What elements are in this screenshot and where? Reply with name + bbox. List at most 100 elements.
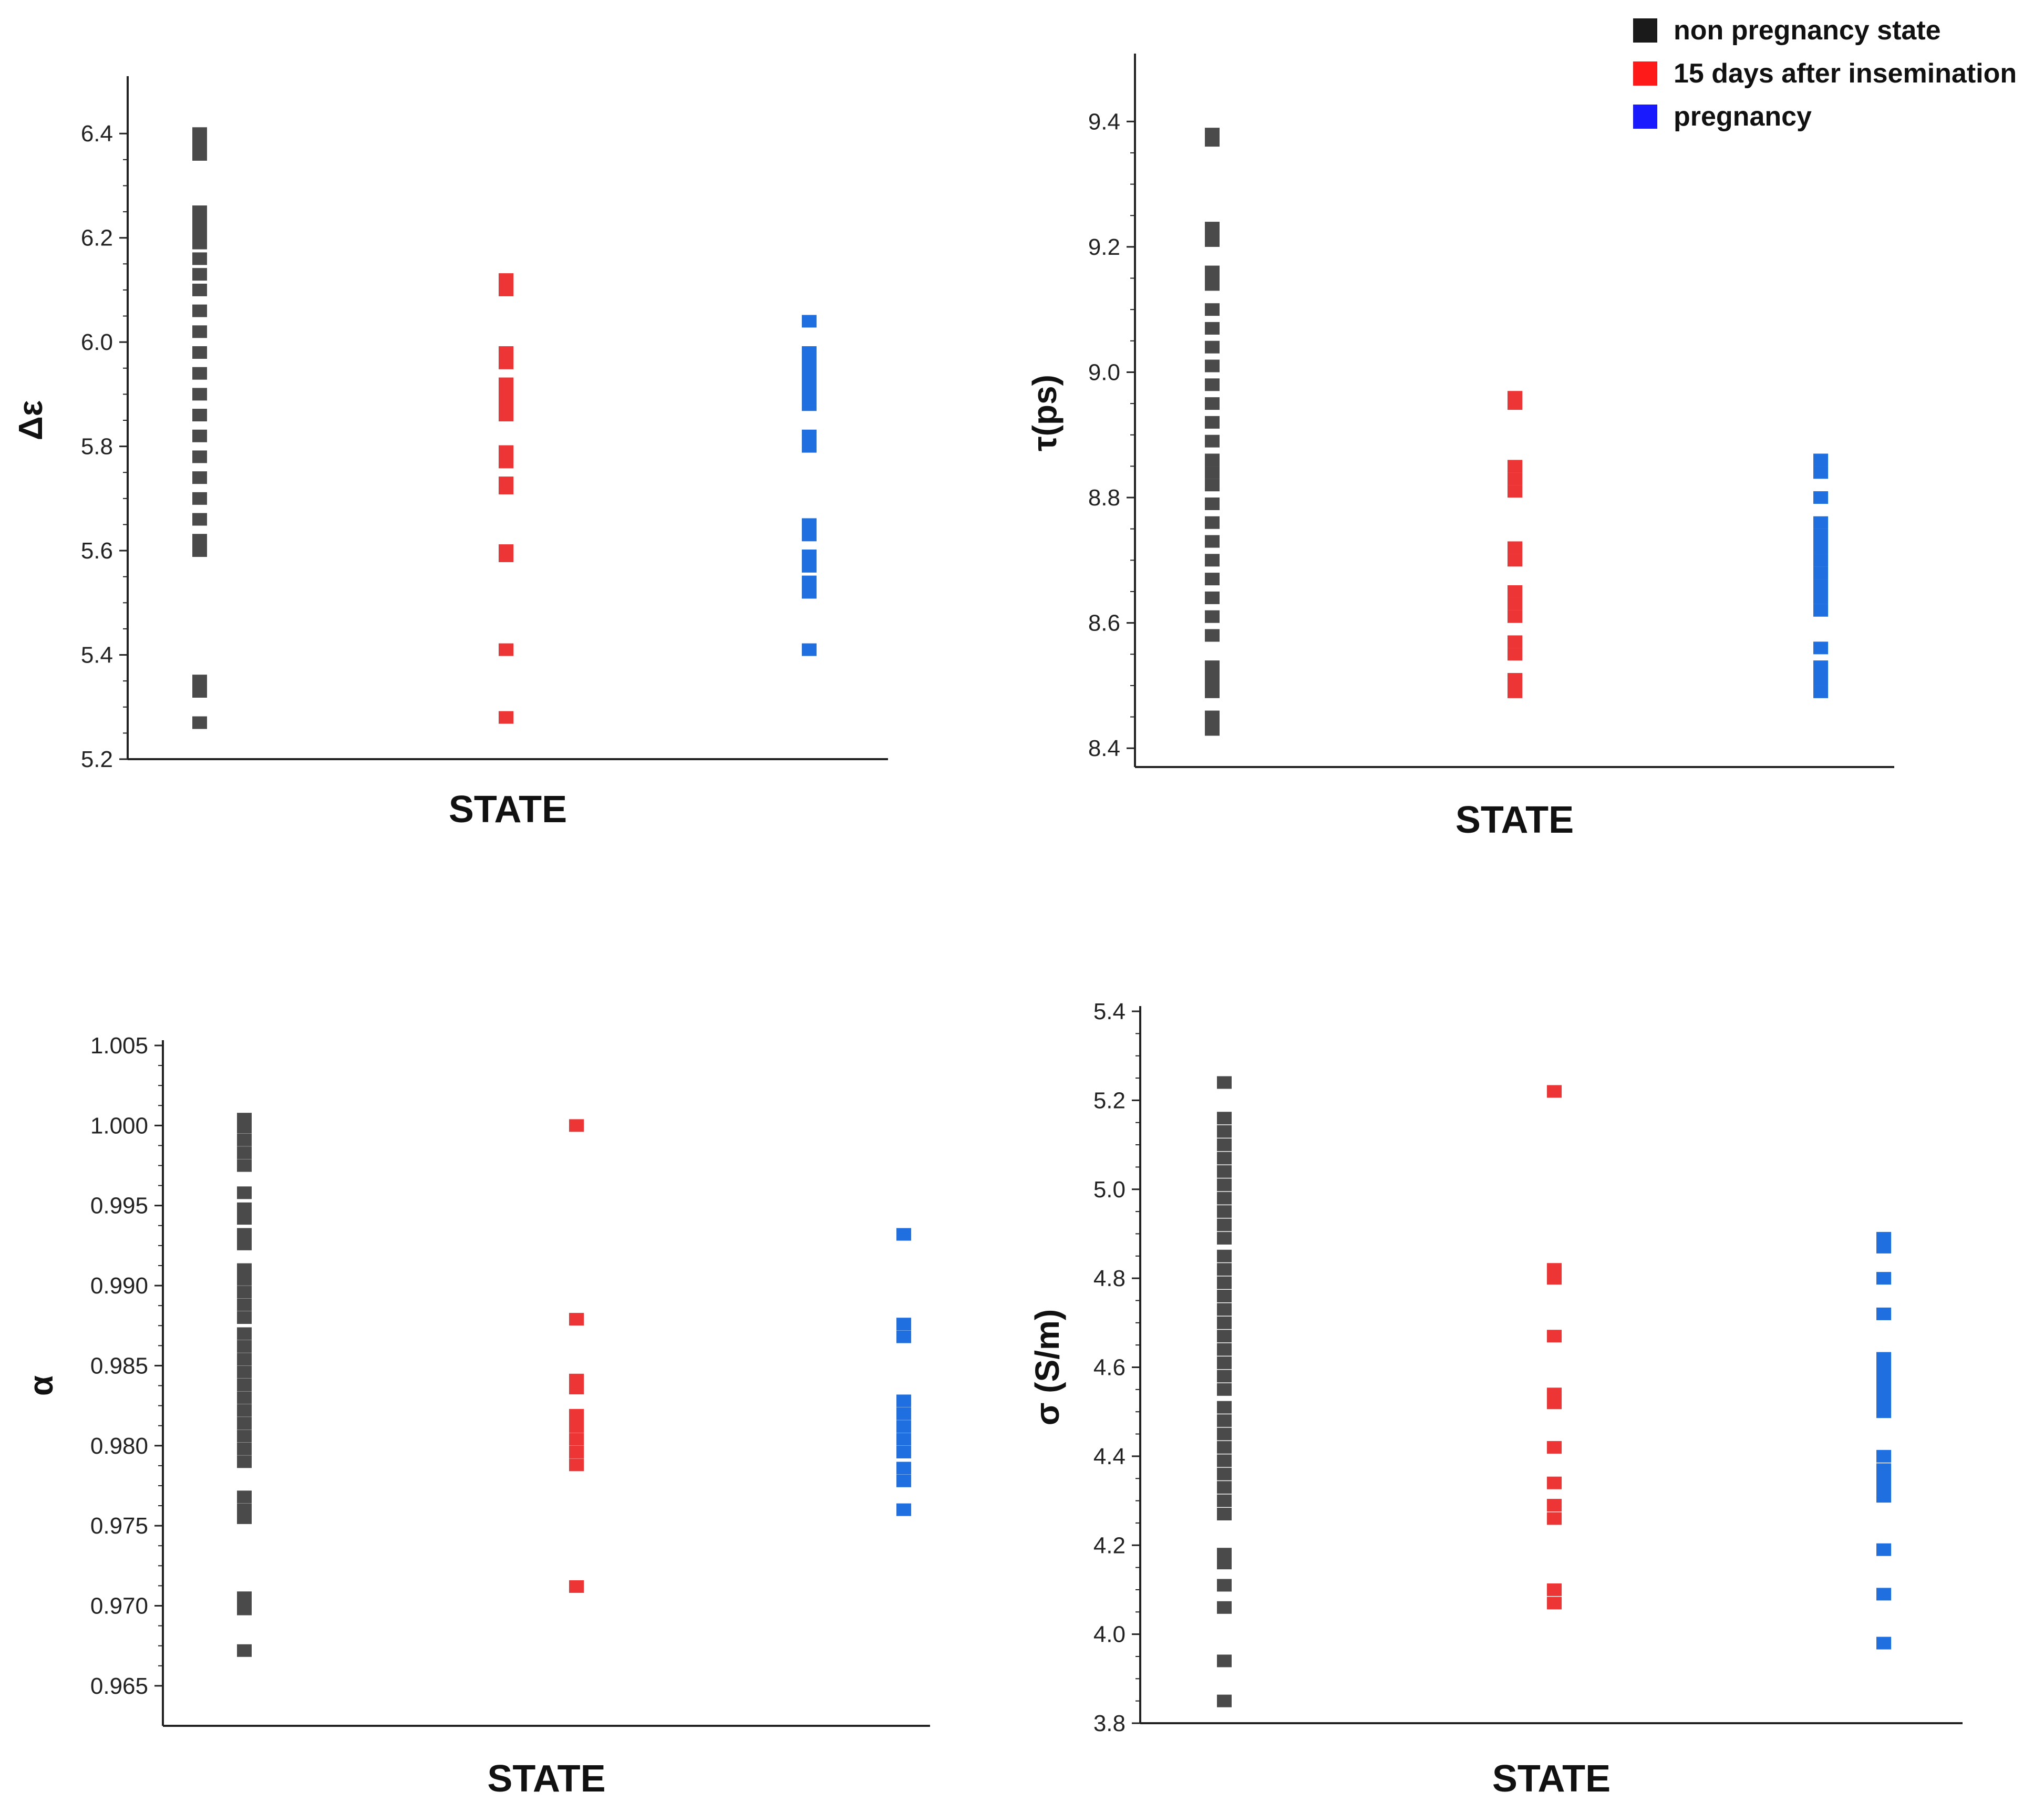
- data-point: [192, 325, 207, 338]
- data-point: [1813, 491, 1828, 504]
- y-tick-label: 8.4: [1088, 736, 1120, 761]
- data-point: [1217, 1383, 1232, 1396]
- legend-label: non pregnancy state: [1674, 15, 1941, 46]
- data-point: [1205, 322, 1220, 335]
- data-point: [1508, 391, 1522, 404]
- y-tick-label: 9.2: [1088, 234, 1120, 260]
- data-point: [237, 1298, 252, 1311]
- data-point: [1508, 485, 1522, 498]
- data-point: [237, 1591, 252, 1604]
- data-point: [1205, 660, 1220, 674]
- data-point: [1547, 1597, 1562, 1610]
- y-axis-title: α: [22, 1375, 60, 1396]
- chart-panel-2: 8.4 8.6 8.8 9.0 9.2 9.4 τ(ps) STATE: [1026, 54, 1894, 841]
- chart-panel-3: 0.965 0.970 0.975 0.980 0.985 0.990 0.995 1.000…: [22, 1033, 930, 1800]
- y-tick-label: 0.970: [90, 1593, 148, 1619]
- data-point: [802, 315, 817, 328]
- data-point: [1217, 1076, 1232, 1089]
- data-point: [1205, 340, 1220, 354]
- data-point: [1547, 1263, 1562, 1276]
- y-tick-label: 9.0: [1088, 359, 1120, 385]
- data-point: [1813, 554, 1828, 567]
- series-3: [802, 315, 817, 656]
- data-point: [192, 513, 207, 526]
- data-point: [1508, 554, 1522, 567]
- data-point: [1217, 1263, 1232, 1276]
- y-tick-label: 0.990: [90, 1273, 148, 1299]
- data-point: [237, 1644, 252, 1657]
- data-point: [237, 1327, 252, 1340]
- data-point: [896, 1462, 911, 1475]
- y-tick-label: 6.2: [81, 225, 113, 251]
- data-point: [1508, 635, 1522, 648]
- data-point: [1813, 529, 1828, 542]
- data-point: [1217, 1316, 1232, 1329]
- series-2: [1508, 391, 1522, 698]
- data-point: [1508, 685, 1522, 698]
- data-point: [499, 643, 513, 656]
- data-point: [1205, 303, 1220, 316]
- data-point: [192, 252, 207, 265]
- data-point: [237, 1365, 252, 1379]
- data-point: [192, 367, 207, 380]
- data-point: [1813, 641, 1828, 655]
- data-point: [1876, 1543, 1891, 1556]
- data-point: [1217, 1370, 1232, 1383]
- data-point: [1217, 1579, 1232, 1592]
- data-point: [1813, 591, 1828, 604]
- data-point: [1508, 472, 1522, 485]
- data-point: [237, 1159, 252, 1172]
- data-point: [802, 346, 817, 359]
- data-point: [1205, 128, 1220, 141]
- data-point: [499, 346, 513, 359]
- y-tick-label: 5.0: [1093, 1177, 1126, 1203]
- chart-panel-1: 5.2 5.4 5.6 5.8 6.0 6.2 6.4 Δε STATE: [12, 76, 888, 831]
- data-point: [192, 268, 207, 281]
- data-point: [192, 716, 207, 729]
- data-point: [569, 1119, 584, 1132]
- series-1: [1217, 1076, 1232, 1707]
- data-point: [1217, 1218, 1232, 1231]
- data-point: [192, 492, 207, 505]
- data-point: [499, 544, 513, 557]
- data-point: [1547, 1499, 1562, 1512]
- data-point: [499, 477, 513, 490]
- y-tick-label: 9.4: [1088, 109, 1120, 134]
- data-point: [1813, 685, 1828, 698]
- x-axis-title: STATE: [449, 789, 567, 831]
- data-point: [1217, 1414, 1232, 1427]
- data-point: [192, 205, 207, 219]
- data-point: [569, 1373, 584, 1386]
- data-point: [802, 643, 817, 656]
- data-point: [237, 1340, 252, 1353]
- series-3: [1813, 453, 1828, 698]
- data-point: [237, 1417, 252, 1430]
- data-point: [192, 304, 207, 317]
- data-point: [1205, 591, 1220, 604]
- data-point: [896, 1420, 911, 1433]
- data-point: [1217, 1343, 1232, 1356]
- y-tick-label: 1.005: [90, 1033, 148, 1059]
- data-point: [237, 1186, 252, 1199]
- series-1: [237, 1113, 252, 1657]
- data-point: [192, 346, 207, 359]
- data-point: [802, 575, 817, 588]
- data-point: [1205, 397, 1220, 410]
- data-point: [1217, 1441, 1232, 1454]
- legend-label: pregnancy: [1674, 101, 1812, 132]
- data-point: [237, 1430, 252, 1443]
- data-point: [1205, 265, 1220, 278]
- data-point: [1813, 566, 1828, 579]
- data-point: [1547, 1085, 1562, 1098]
- data-point: [1205, 278, 1220, 291]
- data-point: [1547, 1583, 1562, 1596]
- data-point: [1217, 1205, 1232, 1218]
- data-point: [192, 409, 207, 422]
- data-point: [1217, 1507, 1232, 1520]
- data-point: [499, 377, 513, 390]
- y-tick-label: 4.8: [1093, 1266, 1126, 1291]
- data-point: [1217, 1401, 1232, 1414]
- data-point: [802, 429, 817, 442]
- data-point: [237, 1146, 252, 1159]
- data-point: [1217, 1356, 1232, 1370]
